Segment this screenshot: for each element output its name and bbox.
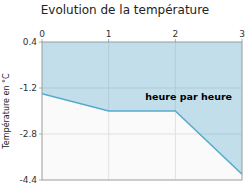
tick-label-y: -2.8 bbox=[19, 129, 37, 139]
tick-label-x: 1 bbox=[106, 29, 112, 39]
tick-label-x: 3 bbox=[239, 29, 245, 39]
tick-y bbox=[39, 134, 42, 135]
tick-label-x: 2 bbox=[172, 29, 178, 39]
area bbox=[42, 42, 242, 174]
annotation: heure par heure bbox=[145, 91, 232, 102]
plot-area bbox=[42, 42, 242, 174]
line bbox=[42, 94, 242, 175]
tick-label-x: 0 bbox=[39, 29, 45, 39]
y-axis-label: Température en °C bbox=[1, 73, 11, 150]
tick-label-y: -4.4 bbox=[19, 175, 37, 185]
chart-container: 0.4 -1.2 -2.8 -4.4 0 1 2 3 Evolution de la tempé… bbox=[0, 0, 250, 188]
plot-frame bbox=[42, 42, 242, 180]
tick-y bbox=[39, 88, 42, 89]
tick-y bbox=[39, 180, 42, 181]
tick-y bbox=[39, 42, 42, 43]
tick-x bbox=[175, 39, 176, 42]
plot-background bbox=[42, 42, 242, 180]
chart: 0.4 -1.2 -2.8 -4.4 0 1 2 3 Evolution de la tempé… bbox=[0, 0, 250, 188]
tick-x bbox=[242, 39, 243, 42]
tick-x bbox=[108, 39, 109, 42]
tick-label-y: -1.2 bbox=[19, 83, 37, 93]
tick-x bbox=[42, 39, 43, 42]
tick-label-y: 0.4 bbox=[23, 37, 38, 47]
title: Evolution de la température bbox=[41, 3, 210, 17]
